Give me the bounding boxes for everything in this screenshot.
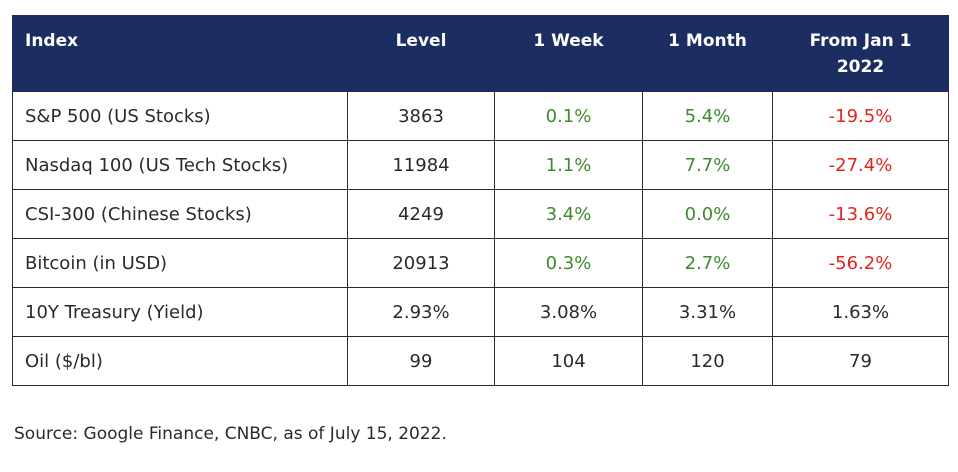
header-from-jan-line2: 2022	[836, 57, 885, 77]
row-level-cell: 4249	[347, 189, 495, 239]
table-header-row: Index Level 1 Week 1 Month From Jan 1 20…	[12, 15, 949, 92]
row-week-cell: 3.08%	[494, 287, 643, 337]
row-week-cell: 104	[494, 336, 643, 386]
header-1-month: 1 Month	[642, 15, 773, 92]
row-week-cell: 3.4%	[494, 189, 643, 239]
row-ytd-cell: 1.63%	[772, 287, 949, 337]
row-month-cell: 3.31%	[642, 287, 773, 337]
row-name-cell: Bitcoin (in USD)	[12, 238, 348, 288]
row-level-cell: 2.93%	[347, 287, 495, 337]
row-ytd-cell: 79	[772, 336, 949, 386]
row-week-cell: 1.1%	[494, 140, 643, 190]
header-level-label: Level	[395, 31, 447, 51]
table-row: S&P 500 (US Stocks) 3863 0.1% 5.4% -19.5…	[12, 91, 949, 141]
row-ytd-cell: -13.6%	[772, 189, 949, 239]
row-ytd-cell: -56.2%	[772, 238, 949, 288]
header-level: Level	[347, 15, 495, 92]
header-1-week: 1 Week	[494, 15, 643, 92]
header-from-jan-1-2022: From Jan 1 2022	[772, 15, 949, 92]
table-row: 10Y Treasury (Yield) 2.93% 3.08% 3.31% 1…	[12, 287, 949, 337]
row-level-cell: 3863	[347, 91, 495, 141]
row-level-cell: 11984	[347, 140, 495, 190]
row-month-cell: 2.7%	[642, 238, 773, 288]
header-1-week-label: 1 Week	[533, 31, 604, 51]
row-ytd-cell: -19.5%	[772, 91, 949, 141]
header-from-jan-label: From Jan 1 2022	[773, 16, 948, 80]
row-week-cell: 0.1%	[494, 91, 643, 141]
header-index: Index	[12, 15, 348, 92]
row-name-cell: CSI-300 (Chinese Stocks)	[12, 189, 348, 239]
row-level-cell: 99	[347, 336, 495, 386]
table-row: CSI-300 (Chinese Stocks) 4249 3.4% 0.0% …	[12, 189, 949, 239]
market-table-container: Index Level 1 Week 1 Month From Jan 1 20…	[12, 15, 949, 386]
header-from-jan-line1: From Jan 1	[809, 31, 912, 51]
table-row: Bitcoin (in USD) 20913 0.3% 2.7% -56.2%	[12, 238, 949, 288]
row-name-cell: S&P 500 (US Stocks)	[12, 91, 348, 141]
header-1-month-label: 1 Month	[668, 31, 747, 51]
table-row: Oil ($/bl) 99 104 120 79	[12, 336, 949, 386]
row-level-cell: 20913	[347, 238, 495, 288]
row-name-cell: Oil ($/bl)	[12, 336, 348, 386]
row-month-cell: 0.0%	[642, 189, 773, 239]
row-week-cell: 0.3%	[494, 238, 643, 288]
market-performance-table: Index Level 1 Week 1 Month From Jan 1 20…	[12, 15, 949, 386]
row-month-cell: 120	[642, 336, 773, 386]
row-month-cell: 5.4%	[642, 91, 773, 141]
table-row: Nasdaq 100 (US Tech Stocks) 11984 1.1% 7…	[12, 140, 949, 190]
row-ytd-cell: -27.4%	[772, 140, 949, 190]
row-name-cell: Nasdaq 100 (US Tech Stocks)	[12, 140, 348, 190]
source-note: Source: Google Finance, CNBC, as of July…	[14, 424, 447, 444]
row-name-cell: 10Y Treasury (Yield)	[12, 287, 348, 337]
header-index-label: Index	[25, 31, 79, 51]
row-month-cell: 7.7%	[642, 140, 773, 190]
